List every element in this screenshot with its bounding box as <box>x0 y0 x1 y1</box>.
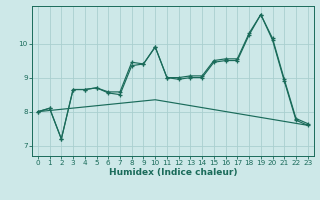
X-axis label: Humidex (Indice chaleur): Humidex (Indice chaleur) <box>108 168 237 177</box>
